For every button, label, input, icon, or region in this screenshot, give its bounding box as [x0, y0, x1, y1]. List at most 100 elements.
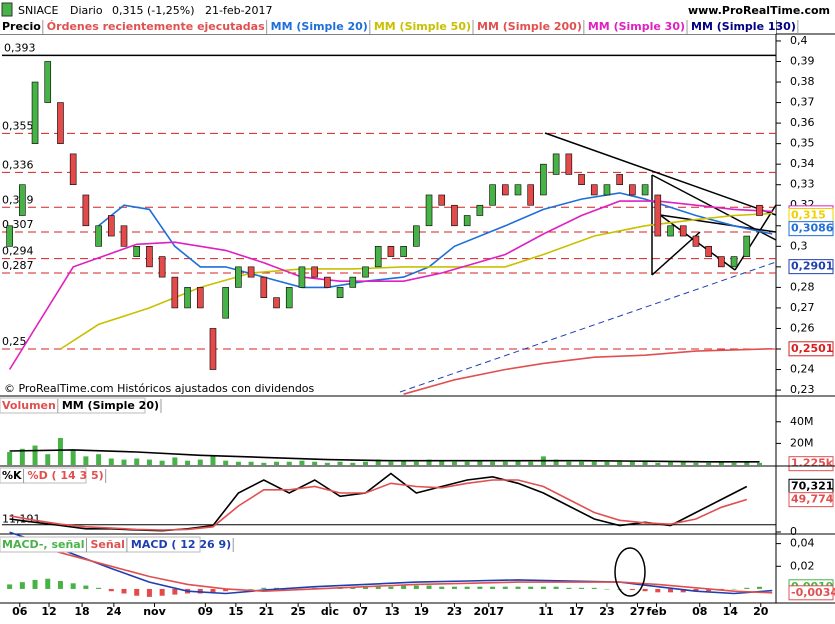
line-series	[9, 479, 748, 531]
x-tick-label: 06	[12, 605, 28, 618]
bar	[362, 586, 368, 589]
candle	[756, 204, 763, 216]
bar	[375, 586, 381, 589]
level-label: 0,287	[2, 259, 34, 272]
bar	[477, 586, 483, 589]
x-tick-label: 21	[259, 605, 274, 618]
bar	[45, 578, 51, 589]
value-box-label: 49,774	[791, 493, 834, 506]
y-tick-label: 0,35	[790, 137, 815, 150]
bar	[655, 462, 661, 465]
logo	[1, 2, 13, 17]
date: 21-feb-2017	[205, 4, 273, 17]
candle	[692, 235, 700, 247]
y-tick-label: 0,39	[790, 54, 815, 67]
candle	[311, 266, 318, 278]
bar	[439, 460, 445, 465]
bar	[19, 448, 25, 465]
y-tick-label: 0,24	[790, 363, 815, 376]
bar	[337, 461, 343, 465]
bar	[146, 459, 152, 465]
x-tick-label: 09	[198, 605, 213, 618]
y-tick-label: 20M	[790, 436, 814, 449]
y-tick-label: 0,34	[790, 157, 815, 170]
bar	[426, 585, 432, 589]
bar	[528, 586, 534, 589]
bar	[477, 460, 483, 465]
candle	[324, 276, 331, 288]
value-box-label: 0,315	[791, 209, 826, 222]
bar	[617, 461, 623, 465]
bar	[756, 462, 762, 465]
bar	[731, 588, 737, 590]
bar	[32, 579, 38, 589]
period: Diario	[70, 4, 103, 17]
bar	[350, 587, 356, 589]
x-tick-label: 23	[599, 605, 614, 618]
candle	[362, 266, 369, 278]
candle	[578, 174, 585, 186]
candle	[235, 266, 242, 288]
bar	[490, 461, 496, 465]
bar	[172, 588, 178, 595]
candle	[400, 246, 407, 257]
legend-bg	[0, 20, 776, 34]
bar	[70, 449, 76, 465]
value-box	[788, 221, 834, 237]
bar	[172, 457, 178, 465]
bar	[502, 461, 508, 465]
bar	[362, 461, 368, 465]
bar	[464, 586, 470, 589]
bar	[274, 461, 280, 465]
legend-entry: Volumen	[2, 399, 56, 412]
level-label: 0,294	[2, 245, 34, 258]
bar	[668, 588, 674, 593]
line-series	[98, 192, 773, 289]
candle	[349, 276, 357, 288]
candle	[6, 225, 13, 247]
bar	[528, 461, 534, 465]
bar	[57, 437, 63, 465]
level-label: 0,393	[4, 41, 36, 54]
candle	[590, 184, 598, 196]
quote: 0,315 (-1,25%)	[112, 4, 194, 17]
line-series	[9, 531, 773, 595]
x-tick-label: 15	[228, 605, 243, 618]
candle	[222, 287, 229, 319]
candle	[438, 194, 446, 206]
candle	[247, 266, 255, 278]
bar	[668, 461, 674, 465]
candle	[540, 163, 547, 196]
bar	[223, 588, 229, 592]
value-box	[788, 585, 834, 601]
y-tick-label: 0,02	[790, 559, 815, 572]
bar	[134, 458, 140, 465]
bar	[629, 461, 635, 465]
bar	[451, 461, 457, 465]
bar	[388, 461, 394, 465]
y-tick-label: 0,36	[790, 116, 815, 129]
bar	[413, 585, 419, 589]
bar	[604, 588, 610, 590]
bar	[32, 445, 38, 465]
bar	[159, 460, 165, 465]
value-box	[788, 492, 834, 508]
value-box-label: 0,3086	[791, 222, 834, 235]
legend-entry: MM (Simple 20)	[271, 20, 368, 33]
bar	[490, 586, 496, 589]
value-box	[788, 341, 834, 357]
bar	[629, 588, 635, 591]
value-box-label: 0,2901	[791, 260, 833, 273]
level-label: 0,25	[2, 335, 27, 348]
level-label: 11,191	[2, 513, 41, 526]
bar	[134, 588, 140, 596]
bar	[756, 586, 762, 589]
bar	[121, 588, 127, 594]
candle	[629, 184, 636, 196]
candle	[108, 215, 115, 237]
bar	[515, 586, 521, 589]
legend-entry: Señal	[90, 538, 124, 551]
bar	[706, 462, 712, 465]
bar	[515, 460, 521, 465]
